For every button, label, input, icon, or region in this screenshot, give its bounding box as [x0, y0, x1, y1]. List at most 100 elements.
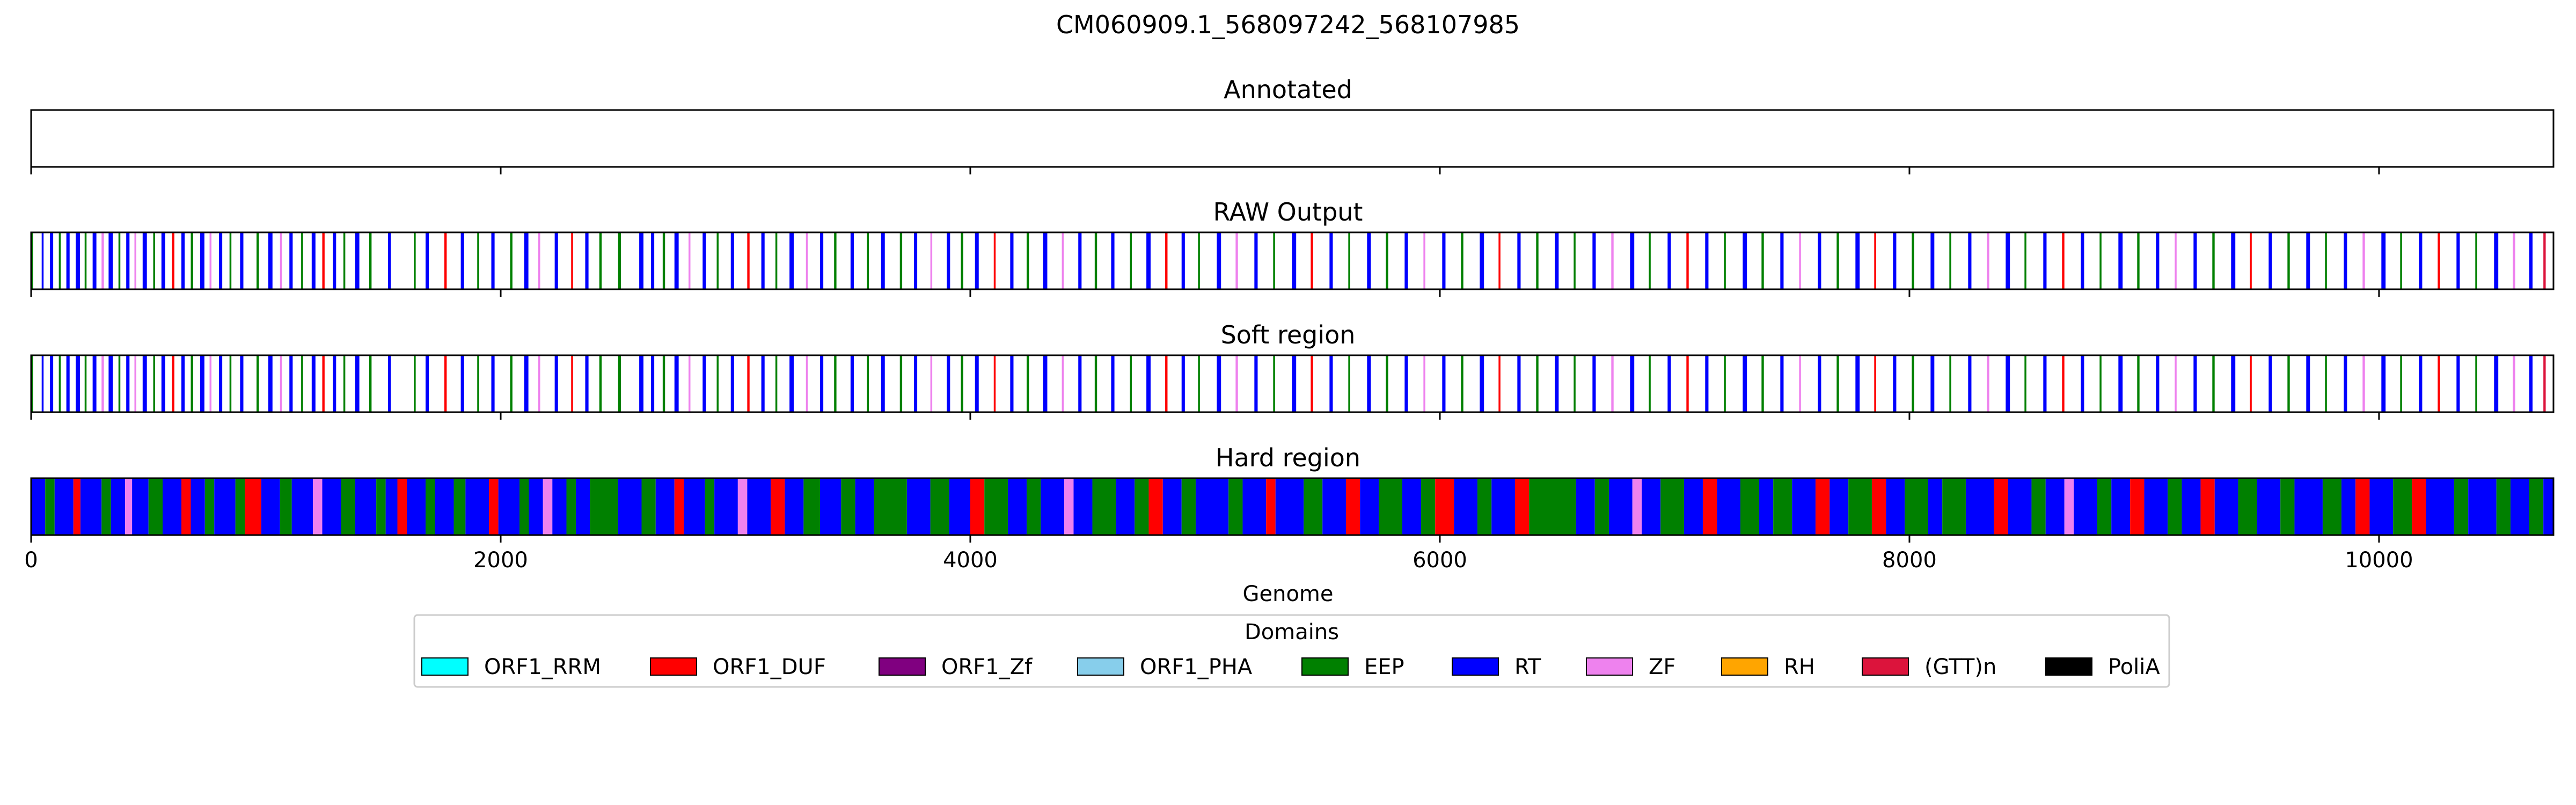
segment-rt — [465, 478, 489, 535]
x-tick-label: 2000 — [473, 548, 528, 573]
segment-rt — [1517, 232, 1521, 289]
segment-rt — [2081, 355, 2084, 412]
segment-eep — [1761, 232, 1764, 289]
segment-eep — [867, 355, 869, 412]
segment-eep — [2287, 355, 2290, 412]
segment-rt — [50, 232, 54, 289]
segment-rt — [268, 355, 273, 412]
x-tick-label: 10000 — [2345, 548, 2413, 573]
segment-rt — [1404, 355, 1408, 412]
segment-zf — [2175, 355, 2177, 412]
segment-rt — [1010, 355, 1014, 412]
segment-rt — [2529, 355, 2533, 412]
segment-rt — [2381, 232, 2386, 289]
segment-eep — [930, 478, 949, 535]
segment-orf1duf — [1874, 355, 1876, 412]
segment-rt — [2456, 232, 2460, 289]
segment-eep — [414, 232, 416, 289]
segment-eep — [1848, 478, 1872, 535]
segment-eep — [519, 478, 529, 535]
legend-item: EEP — [1301, 655, 1404, 679]
segment-rt — [126, 232, 130, 289]
segment-eep — [1228, 478, 1243, 535]
segment-eep — [2099, 232, 2102, 289]
segment-rt — [289, 355, 293, 412]
segment-rt — [1442, 355, 1446, 412]
segment-eep — [618, 232, 621, 289]
segment-eep — [1574, 355, 1576, 412]
segment-eep — [1724, 355, 1726, 412]
segment-eep — [1949, 232, 1951, 289]
segment-rt — [1780, 355, 1784, 412]
segment-eep — [510, 355, 513, 412]
segment-orf1duf — [2250, 232, 2252, 289]
segment-eep — [1094, 232, 1097, 289]
track-title: RAW Output — [1213, 197, 1363, 226]
segment-zf — [930, 232, 933, 289]
segment-rt — [1555, 232, 1559, 289]
segment-rt — [406, 478, 426, 535]
segment-rt — [819, 232, 824, 289]
legend-label: ZF — [1649, 655, 1675, 679]
legend-label: ORF1_PHA — [1140, 655, 1253, 679]
segment-rt — [1181, 232, 1185, 289]
segment-rt — [387, 355, 391, 412]
legend-item: ORF1_Zf — [879, 655, 1033, 679]
segment-orf1duf — [2355, 478, 2370, 535]
segment-rt — [108, 232, 113, 289]
segment-eep — [1724, 232, 1726, 289]
segment-orf1duf — [1514, 478, 1529, 535]
segment-orf1duf — [444, 232, 447, 289]
segment-rt — [1818, 232, 1821, 289]
segment-rt — [92, 355, 97, 412]
segment-zf — [1235, 355, 1238, 412]
segment-eep — [566, 478, 576, 535]
segment-eep — [101, 478, 111, 535]
legend-swatch — [1452, 657, 1499, 676]
segment-rt — [702, 355, 706, 412]
segment-rt — [650, 355, 655, 412]
segment-rt — [1930, 232, 1935, 289]
segment-zf — [2175, 232, 2177, 289]
segment-rt — [1717, 478, 1740, 535]
segment-zf — [930, 355, 933, 412]
segment-rt — [108, 355, 113, 412]
segment-rt — [1360, 478, 1379, 535]
segment-eep — [1536, 355, 1539, 412]
segment-rt — [1684, 478, 1703, 535]
segment-eep — [341, 478, 355, 535]
track-frame — [30, 109, 2555, 168]
segment-zf — [538, 355, 540, 412]
segment-eep — [1773, 478, 1792, 535]
segment-rt — [163, 478, 181, 535]
segment-rt — [2268, 232, 2272, 289]
segment-rt — [1555, 355, 1559, 412]
segment-zf — [134, 232, 136, 289]
segment-rt — [1404, 232, 1408, 289]
segment-eep — [662, 355, 665, 412]
legend-item: RH — [1721, 655, 1815, 679]
segment-eep — [1379, 478, 1402, 535]
segment-rt — [639, 232, 643, 289]
segment-rt — [655, 478, 675, 535]
segment-rt — [1759, 478, 1774, 535]
legend-swatch — [1077, 657, 1124, 676]
segment-rt — [1517, 355, 1521, 412]
segment-eep — [2031, 478, 2046, 535]
segment-zf — [101, 232, 104, 289]
segment-rt — [2081, 232, 2084, 289]
segment-rt — [1111, 355, 1115, 412]
segment-rt — [2529, 232, 2533, 289]
segment-rt — [714, 478, 738, 535]
segment-rt — [1402, 478, 1421, 535]
segment-zf — [538, 232, 540, 289]
segment-eep — [1912, 355, 1914, 412]
segment-rt — [785, 478, 804, 535]
segment-zf — [1423, 355, 1425, 412]
segment-rt — [1322, 478, 1346, 535]
segment-eep — [425, 478, 435, 535]
segment-zf — [688, 355, 691, 412]
segment-eep — [2496, 478, 2511, 535]
segment-orf1duf — [1994, 478, 2008, 535]
segment-rt — [2306, 232, 2310, 289]
